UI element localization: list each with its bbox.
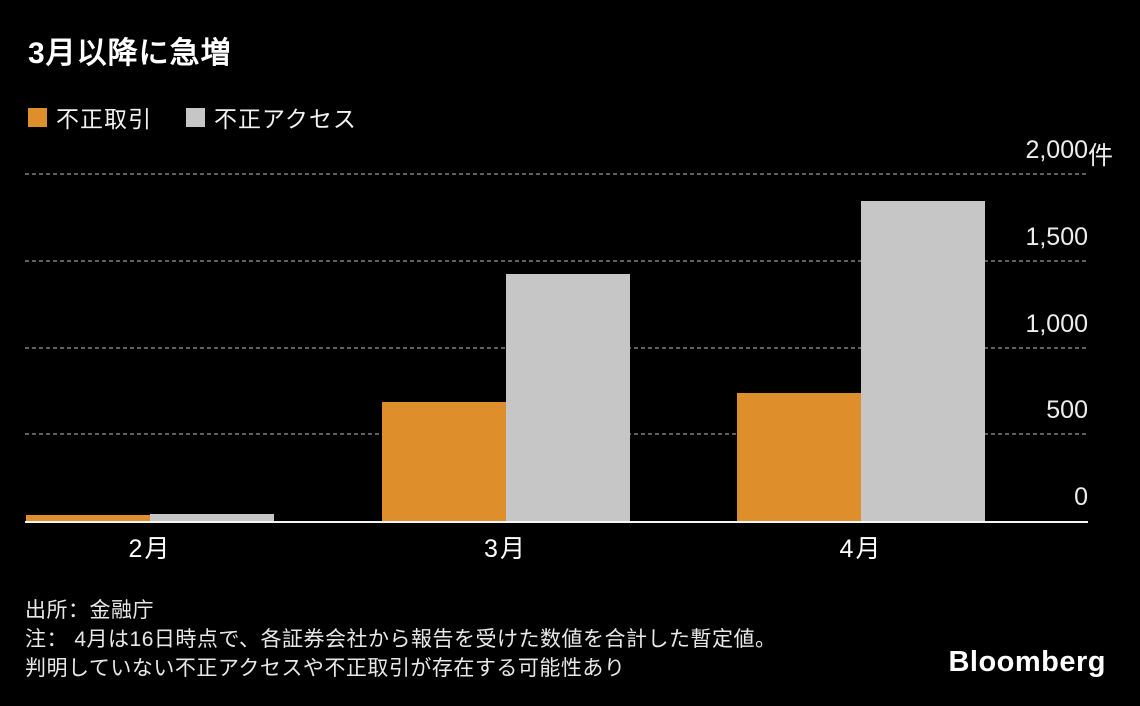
legend-item-fraudulent-trading: 不正取引 [28, 100, 152, 134]
bar-3月-不正アクセス [505, 274, 630, 521]
chart-title: 3月以降に急増 [28, 37, 232, 70]
legend-swatch-gray-icon [186, 107, 205, 127]
bar-4月-不正アクセス [861, 200, 985, 521]
legend-item-unauthorized-access: 不正アクセス [186, 100, 357, 134]
gridline-2000 [25, 173, 1088, 175]
y-axis-label-500: 500 [1046, 396, 1088, 425]
bar-4月-不正取引 [737, 393, 861, 521]
bar-2月-不正アクセス [150, 513, 274, 521]
chart-legend: 不正取引 不正アクセス [28, 100, 391, 134]
legend-swatch-orange-icon [28, 107, 47, 127]
footnotes: 出所：金融庁 注： 4月は16日時点で、各証券会社から報告を受けた数値を合計した… [25, 596, 777, 683]
bar-3月-不正取引 [381, 402, 506, 521]
x-axis-line [25, 521, 1088, 523]
source-line: 出所：金融庁 [25, 599, 154, 622]
gridline-1500 [25, 259, 1088, 262]
x-axis-label-2月: 2月 [128, 535, 172, 563]
legend-label-fraudulent-trading: 不正取引 [56, 106, 152, 132]
bar-2月-不正取引 [26, 515, 150, 521]
y-axis-label-0: 0 [1074, 483, 1088, 511]
plot-area: 0 500 1,000 1,500 2,000 件 2月 3月 4月 [25, 136, 1113, 563]
note-line-1: 注： 4月は16日時点で、各証券会社から報告を受けた数値を合計した暫定値。 [25, 628, 777, 651]
y-axis-label-1000: 1,000 [1025, 309, 1088, 338]
y-axis-label-1500: 1,500 [1025, 222, 1088, 251]
x-axis-label-4月: 4月 [839, 535, 883, 563]
y-axis-label-2000: 2,000 件 [1025, 136, 1114, 170]
x-axis-label-3月: 3月 [484, 535, 527, 563]
note-line-2: 判明していない不正アクセスや不正取引が存在する可能性あり [25, 657, 626, 680]
bloomberg-logo: Bloomberg [948, 646, 1106, 678]
legend-label-unauthorized-access: 不正アクセス [214, 106, 357, 132]
